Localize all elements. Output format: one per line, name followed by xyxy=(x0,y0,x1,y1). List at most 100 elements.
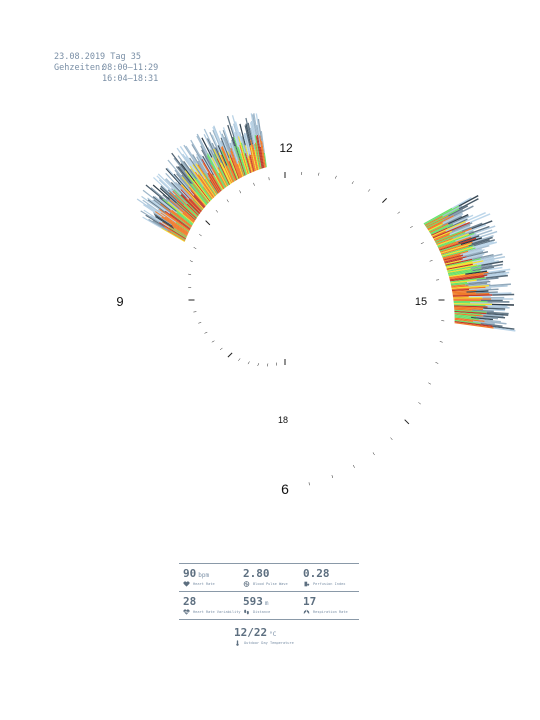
heart-rate-bar xyxy=(441,215,463,227)
activity-bar xyxy=(453,296,469,298)
activity-bar xyxy=(249,154,255,172)
heart-rate-bar xyxy=(460,237,483,246)
activity-bar xyxy=(261,140,266,168)
heart-rate-bar xyxy=(222,129,232,152)
activity-bar xyxy=(254,142,261,170)
activity-bar xyxy=(431,227,448,236)
heart-rate-bar xyxy=(189,157,203,177)
activity-bar xyxy=(226,165,235,182)
heart-rate-bar xyxy=(471,309,494,313)
gehzeiten-times: 08:00–11:29 16:04–18:31 xyxy=(102,63,158,85)
activity-bar xyxy=(454,308,472,311)
heart-rate-bar xyxy=(449,225,471,236)
heart-variability-icon xyxy=(183,609,190,615)
activity-bar xyxy=(453,304,486,307)
activity-bar xyxy=(180,184,204,210)
activity-bar xyxy=(213,148,231,185)
activity-bar xyxy=(441,246,473,257)
activity-bar xyxy=(170,209,192,228)
activity-bar xyxy=(453,301,471,304)
heart-rate-bar xyxy=(143,209,163,223)
heart-rate-bar xyxy=(470,264,493,270)
activity-bar xyxy=(176,201,197,220)
heart-rate-bar xyxy=(231,115,240,137)
activity-bar xyxy=(182,212,195,223)
tick-mark xyxy=(188,273,192,276)
divider xyxy=(179,619,359,620)
heart-rate-bar xyxy=(178,166,194,185)
tick-mark xyxy=(257,363,260,367)
heart-rate-bar xyxy=(485,285,508,288)
heart-rate-bar xyxy=(472,259,495,265)
heart-rate-bar xyxy=(468,239,490,247)
heart-rate-bar xyxy=(468,280,491,285)
heart-rate-bar xyxy=(467,245,490,252)
heart-rate-bar xyxy=(232,136,241,159)
heart-rate-bar xyxy=(491,303,515,306)
activity-bar xyxy=(239,144,249,175)
heart-rate-bar xyxy=(492,293,515,296)
heart-rate-bar xyxy=(468,295,491,298)
activity-bar xyxy=(434,230,462,243)
activity-bar xyxy=(162,198,194,225)
activity-bar xyxy=(237,160,245,177)
activity-bar xyxy=(454,318,474,323)
activity-bar xyxy=(172,226,188,237)
activity-bar xyxy=(219,169,229,186)
heart-rate-bar xyxy=(223,136,233,158)
activity-bar xyxy=(197,174,215,198)
heart-rate-bar xyxy=(493,327,516,332)
activity-bar xyxy=(448,273,466,278)
heart-rate-bar xyxy=(465,212,486,223)
heart-rate-bar xyxy=(475,291,498,294)
heart-rate-bar xyxy=(209,131,220,153)
activity-bar xyxy=(187,175,210,203)
activity-bar xyxy=(180,194,200,215)
activity-bar xyxy=(227,151,239,180)
activity-bar xyxy=(244,153,252,174)
activity-bar xyxy=(449,273,484,280)
heart-rate-bar xyxy=(177,166,192,184)
activity-bar xyxy=(454,306,484,309)
activity-bar xyxy=(436,233,469,246)
heart-rate-bar xyxy=(158,197,177,212)
activity-bar xyxy=(445,258,473,266)
heart-rate-bar xyxy=(201,149,213,170)
heart-rate-bar xyxy=(171,188,188,205)
activity-bar xyxy=(453,300,488,303)
activity-bar xyxy=(432,230,446,238)
heart-rate-bar xyxy=(179,160,194,179)
tick-mark xyxy=(193,247,197,249)
heart-rate-bar xyxy=(185,156,199,175)
tick-mark xyxy=(238,358,241,361)
activity-bar xyxy=(237,136,250,174)
heart-rate-bar xyxy=(458,194,479,207)
heart-rate-bar xyxy=(250,120,257,143)
tick-mark xyxy=(353,464,355,468)
heart-rate-bar xyxy=(449,224,471,234)
heart-rate-bar xyxy=(231,125,239,148)
activity-bar xyxy=(161,227,185,242)
activity-bar xyxy=(217,166,228,187)
activity-bar xyxy=(425,208,460,227)
activity-bar xyxy=(174,194,199,217)
activity-bar xyxy=(432,221,471,239)
heart-rate-bar xyxy=(472,266,495,272)
activity-bar xyxy=(454,316,480,321)
heart-rate-bar xyxy=(162,194,180,210)
heart-rate-bar xyxy=(452,230,474,240)
activity-bar xyxy=(250,139,258,171)
activity-bar xyxy=(167,230,186,242)
heart-rate-bar xyxy=(487,301,510,303)
activity-bar xyxy=(454,314,477,318)
activity-bar xyxy=(442,250,469,259)
stats-row-1: 90 bpm Heart Rate 2.80 Blood Pulse Wave 0… xyxy=(179,564,359,591)
activity-bar xyxy=(172,190,199,217)
activity-bar xyxy=(159,222,187,240)
activity-bar xyxy=(447,267,482,274)
activity-bar xyxy=(176,202,196,221)
heart-rate-bar xyxy=(488,268,511,274)
heart-rate-bar xyxy=(157,209,177,223)
stat-distance: 593 m Distance xyxy=(239,592,299,619)
tick-mark xyxy=(219,347,223,351)
